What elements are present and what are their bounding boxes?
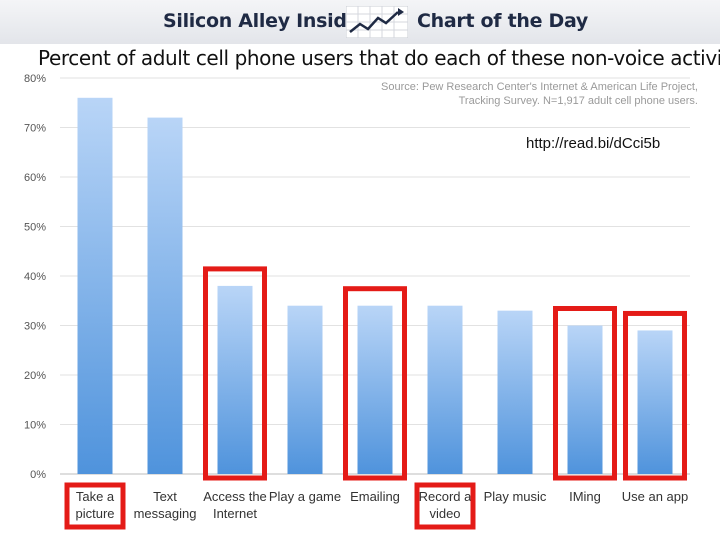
highlight-box xyxy=(203,266,267,481)
y-tick-label: 60% xyxy=(24,172,46,184)
short-link[interactable]: http://read.bi/dCci5b xyxy=(526,135,661,152)
brand-title: Silicon Alley Insider xyxy=(163,10,369,32)
x-tick-label: picture xyxy=(75,506,114,521)
chart-title: Percent of adult cell phone users that d… xyxy=(38,46,720,70)
x-tick-label: Play music xyxy=(484,489,547,504)
y-tick-label: 80% xyxy=(24,73,46,85)
bar xyxy=(287,305,323,474)
x-tick-label: messaging xyxy=(134,506,197,521)
bar xyxy=(357,305,393,474)
bar xyxy=(567,325,603,474)
highlight-box xyxy=(553,306,617,481)
y-tick-label: 10% xyxy=(24,420,46,432)
chart-source: Source: Pew Research Center's Internet &… xyxy=(381,81,698,107)
bar xyxy=(427,305,463,474)
y-tick-label: 40% xyxy=(24,271,46,283)
x-tick-label: Emailing xyxy=(350,489,400,504)
bar xyxy=(147,117,183,474)
y-tick-label: 20% xyxy=(24,370,46,382)
x-tick-label: Text xyxy=(153,489,177,504)
trend-line-icon xyxy=(346,6,408,38)
y-tick-label: 70% xyxy=(24,123,46,135)
x-tick-label: video xyxy=(429,506,460,521)
x-tick-label: IMing xyxy=(569,489,601,504)
x-tick-label: Internet xyxy=(213,506,257,521)
x-tick-label: Record a xyxy=(419,489,473,504)
highlight-box xyxy=(343,286,407,481)
bar xyxy=(217,285,253,474)
header-banner: Silicon Alley Insider Chart of the Day xyxy=(0,0,720,44)
label-highlight-box xyxy=(414,482,476,530)
bar xyxy=(637,330,673,474)
x-tick-label: Use an app xyxy=(622,489,689,504)
x-tick-label: Play a game xyxy=(269,489,341,504)
x-tick-label: Take a xyxy=(76,489,115,504)
section-title: Chart of the Day xyxy=(417,10,588,32)
y-tick-label: 50% xyxy=(24,222,46,234)
y-tick-label: 0% xyxy=(30,469,46,481)
y-tick-label: 30% xyxy=(24,321,46,333)
highlight-box xyxy=(623,310,687,481)
label-highlight-box xyxy=(64,482,126,530)
bar xyxy=(497,310,533,474)
bar xyxy=(77,97,113,475)
x-tick-label: Access the xyxy=(203,489,267,504)
